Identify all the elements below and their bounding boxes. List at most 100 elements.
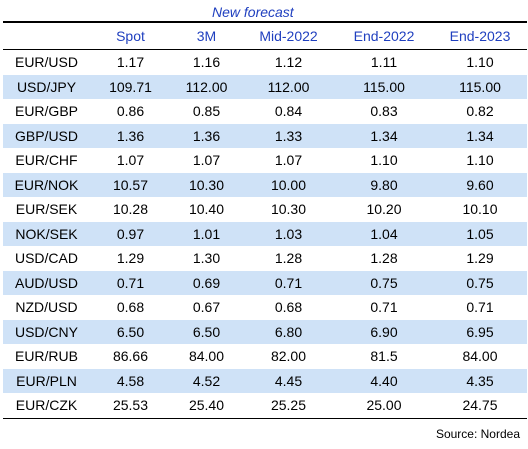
- table-row: EUR/CZK 25.53 25.40 25.25 25.00 24.75: [3, 393, 527, 418]
- cell-end-2023: 6.95: [466, 323, 494, 340]
- cell-pair: USD/CAD: [14, 250, 78, 266]
- cell-mid-2022: 1.33: [274, 127, 303, 144]
- cell-mid-2022: 10.30: [270, 201, 307, 217]
- table-row: GBP/USD 1.36 1.36 1.33 1.34 1.34: [3, 123, 527, 148]
- cell-spot: 4.58: [116, 372, 145, 389]
- header-3m: 3M: [196, 28, 217, 44]
- header-rule: [3, 49, 527, 50]
- cell-pair: EUR/CHF: [15, 152, 78, 168]
- table-row: EUR/GBP 0.86 0.85 0.84 0.83 0.82: [3, 99, 527, 124]
- cell-3m: 10.30: [188, 176, 225, 193]
- table-row: USD/CNY 6.50 6.50 6.80 6.90 6.95: [3, 319, 527, 344]
- cell-end-2023: 0.82: [466, 103, 494, 119]
- cell-3m: 10.40: [188, 201, 225, 217]
- header-end-2023: End-2023: [449, 28, 511, 44]
- cell-pair: EUR/USD: [14, 54, 78, 70]
- bottom-rule: [3, 417, 527, 419]
- cell-mid-2022: 0.68: [274, 299, 303, 315]
- cell-end-2023: 1.05: [466, 225, 494, 242]
- cell-spot: 1.29: [116, 250, 145, 266]
- table-row: EUR/CHF 1.07 1.07 1.07 1.10 1.10: [3, 148, 527, 173]
- cell-pair: GBP/USD: [14, 127, 78, 144]
- table-row: EUR/RUB 86.66 84.00 82.00 81.5 84.00: [3, 344, 527, 369]
- forecast-title-text: New forecast: [212, 4, 294, 20]
- cell-pair: NOK/SEK: [15, 225, 78, 242]
- table-row: NZD/USD 0.68 0.67 0.68 0.71 0.71: [3, 295, 527, 320]
- cell-mid-2022: 1.28: [274, 250, 303, 266]
- cell-pair: EUR/NOK: [14, 176, 79, 193]
- cell-spot: 25.53: [112, 397, 149, 413]
- cell-end-2023: 0.71: [466, 299, 494, 315]
- cell-3m: 1.30: [192, 250, 221, 266]
- cell-end-2023: 84.00: [462, 348, 498, 364]
- cell-end-2022: 115.00: [363, 78, 405, 95]
- cell-end-2023: 1.10: [466, 152, 494, 168]
- cell-end-2023: 1.34: [466, 127, 494, 144]
- cell-end-2022: 9.80: [370, 176, 398, 193]
- cell-pair: EUR/GBP: [14, 103, 78, 119]
- cell-end-2022: 1.10: [370, 152, 398, 168]
- cell-mid-2022: 0.71: [274, 274, 303, 291]
- cell-3m: 4.52: [192, 372, 221, 389]
- cell-end-2022: 0.75: [370, 274, 398, 291]
- cell-spot: 0.97: [116, 225, 145, 242]
- header-spot: Spot: [116, 28, 145, 44]
- cell-3m: 1.36: [192, 127, 221, 144]
- cell-end-2022: 1.04: [370, 225, 398, 242]
- cell-end-2022: 25.00: [366, 397, 402, 413]
- cell-spot: 1.36: [116, 127, 145, 144]
- cell-pair: AUD/USD: [14, 274, 78, 291]
- table-row: EUR/SEK 10.28 10.40 10.30 10.20 10.10: [3, 197, 527, 222]
- cell-3m: 1.01: [192, 225, 221, 242]
- cell-mid-2022: 1.12: [274, 54, 303, 70]
- cell-spot: 1.17: [116, 54, 145, 70]
- cell-end-2023: 9.60: [466, 176, 494, 193]
- cell-end-2022: 81.5: [370, 348, 398, 364]
- cell-spot: 1.07: [116, 152, 145, 168]
- cell-mid-2022: 1.07: [274, 152, 303, 168]
- cell-end-2022: 0.83: [370, 103, 398, 119]
- header-mid-2022: Mid-2022: [259, 28, 318, 44]
- cell-end-2022: 1.34: [370, 127, 398, 144]
- cell-spot: 0.68: [116, 299, 145, 315]
- header-pair: [3, 23, 90, 49]
- cell-end-2023: 24.75: [462, 397, 498, 413]
- cell-3m: 112.00: [185, 78, 228, 95]
- cell-end-2023: 10.10: [462, 201, 498, 217]
- cell-mid-2022: 82.00: [270, 348, 307, 364]
- cell-end-2023: 0.75: [466, 274, 494, 291]
- forecast-table: New forecast Spot 3M Mid-2022 End-2022 E…: [3, 3, 527, 419]
- cell-mid-2022: 10.00: [270, 176, 307, 193]
- cell-pair: EUR/SEK: [15, 201, 78, 217]
- cell-mid-2022: 25.25: [270, 397, 307, 413]
- cell-end-2022: 1.28: [370, 250, 398, 266]
- cell-pair: EUR/PLN: [16, 372, 77, 389]
- cell-3m: 25.40: [188, 397, 225, 413]
- cell-spot: 10.28: [112, 201, 149, 217]
- table-row: USD/CAD 1.29 1.30 1.28 1.28 1.29: [3, 246, 527, 271]
- top-rule: [3, 21, 527, 23]
- source-note: Source: Nordea: [435, 427, 520, 441]
- cell-3m: 0.69: [192, 274, 221, 291]
- cell-spot: 109.71: [109, 78, 152, 95]
- cell-3m: 1.07: [192, 152, 221, 168]
- cell-end-2022: 1.11: [370, 54, 398, 70]
- cell-mid-2022: 0.84: [274, 103, 303, 119]
- cell-3m: 84.00: [188, 348, 225, 364]
- table-row: EUR/USD 1.17 1.16 1.12 1.11 1.10: [3, 50, 527, 75]
- cell-spot: 6.50: [116, 323, 145, 340]
- cell-pair: USD/CNY: [14, 323, 78, 340]
- cell-pair: NZD/USD: [15, 299, 78, 315]
- cell-pair: EUR/CZK: [15, 397, 78, 413]
- table-row: EUR/PLN 4.58 4.52 4.45 4.40 4.35: [3, 368, 527, 393]
- cell-end-2022: 6.90: [370, 323, 398, 340]
- table-row: EUR/NOK 10.57 10.30 10.00 9.80 9.60: [3, 172, 527, 197]
- table-body: EUR/USD 1.17 1.16 1.12 1.11 1.10 USD/JPY 109.71…: [3, 50, 527, 418]
- cell-mid-2022: 4.45: [274, 372, 303, 389]
- cell-end-2022: 10.20: [366, 201, 402, 217]
- header-end-2022: End-2022: [353, 28, 415, 44]
- cell-spot: 0.71: [116, 274, 145, 291]
- table-row: AUD/USD 0.71 0.69 0.71 0.75 0.75: [3, 270, 527, 295]
- cell-3m: 6.50: [192, 323, 221, 340]
- cell-pair: USD/JPY: [16, 78, 77, 95]
